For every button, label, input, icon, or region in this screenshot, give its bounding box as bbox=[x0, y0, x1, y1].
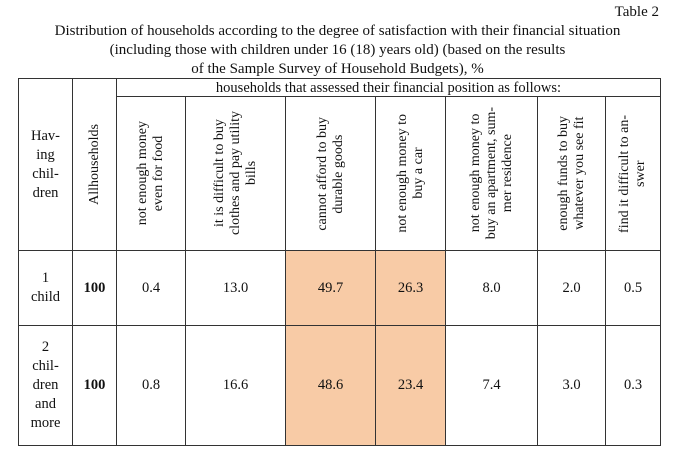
title: Distribution of households according to … bbox=[0, 22, 675, 79]
column-header: not enough money to buy a car bbox=[394, 114, 426, 233]
value-cell: 48.6 bbox=[285, 325, 376, 446]
column-header-cell: enough funds to buy whatever you see fit bbox=[537, 96, 606, 251]
column-header-cell: not enough money to buy a car bbox=[375, 96, 446, 251]
column-header-cell: find it difficult to an- swer bbox=[605, 96, 661, 251]
row-label: 2 chil- dren and more bbox=[18, 325, 73, 446]
row-label: 1 child bbox=[18, 250, 73, 326]
value-cell: 49.7 bbox=[285, 250, 376, 326]
total-cell: 100 bbox=[72, 250, 117, 326]
title-line: of the Sample Survey of Household Budget… bbox=[191, 61, 484, 77]
value-cell: 16.6 bbox=[185, 325, 286, 446]
value-cell: 7.4 bbox=[445, 325, 538, 446]
column-header: it is difficult to buy clothes and pay u… bbox=[211, 111, 259, 236]
value-cell: 0.3 bbox=[605, 325, 661, 446]
column-header-cell: cannot afford to buy durable goods bbox=[285, 96, 376, 251]
value-cell: 0.8 bbox=[116, 325, 186, 446]
column-header: cannot afford to buy durable goods bbox=[314, 116, 346, 231]
value-cell: 8.0 bbox=[445, 250, 538, 326]
total-value: 100 bbox=[83, 279, 106, 296]
title-line: Distribution of households according to … bbox=[54, 23, 621, 39]
table-label: Table 2 bbox=[614, 4, 659, 20]
column-header-cell: not enough money even for food bbox=[116, 96, 186, 251]
value-cell: 0.5 bbox=[605, 250, 661, 326]
column-header: find it difficult to an- swer bbox=[617, 114, 648, 233]
column-header: not enough money even for food bbox=[135, 121, 166, 226]
value-cell: 0.4 bbox=[116, 250, 186, 326]
total-header-cell: Allhouseholds bbox=[72, 78, 117, 251]
group-header: households that assessed their financial… bbox=[116, 78, 661, 97]
total-cell: 100 bbox=[72, 325, 117, 446]
column-header: not enough money to buy an apartment, su… bbox=[467, 107, 515, 240]
value-cell: 26.3 bbox=[375, 250, 446, 326]
value-cell: 23.4 bbox=[375, 325, 446, 446]
column-header-cell: it is difficult to buy clothes and pay u… bbox=[185, 96, 286, 251]
value-cell: 13.0 bbox=[185, 250, 286, 326]
total-header: Allhouseholds bbox=[86, 124, 102, 205]
table: Hav- ing chil- dren Allhouseholds househ… bbox=[18, 78, 661, 446]
column-header-cell: not enough money to buy an apartment, su… bbox=[445, 96, 538, 251]
column-header: enough funds to buy whatever you see fit bbox=[555, 116, 587, 231]
row-header: Hav- ing chil- dren bbox=[18, 78, 73, 251]
total-value: 100 bbox=[83, 377, 106, 393]
value-cell: 2.0 bbox=[537, 250, 606, 326]
title-line: (including those with children under 16 … bbox=[109, 42, 566, 58]
value-cell: 3.0 bbox=[537, 325, 606, 446]
